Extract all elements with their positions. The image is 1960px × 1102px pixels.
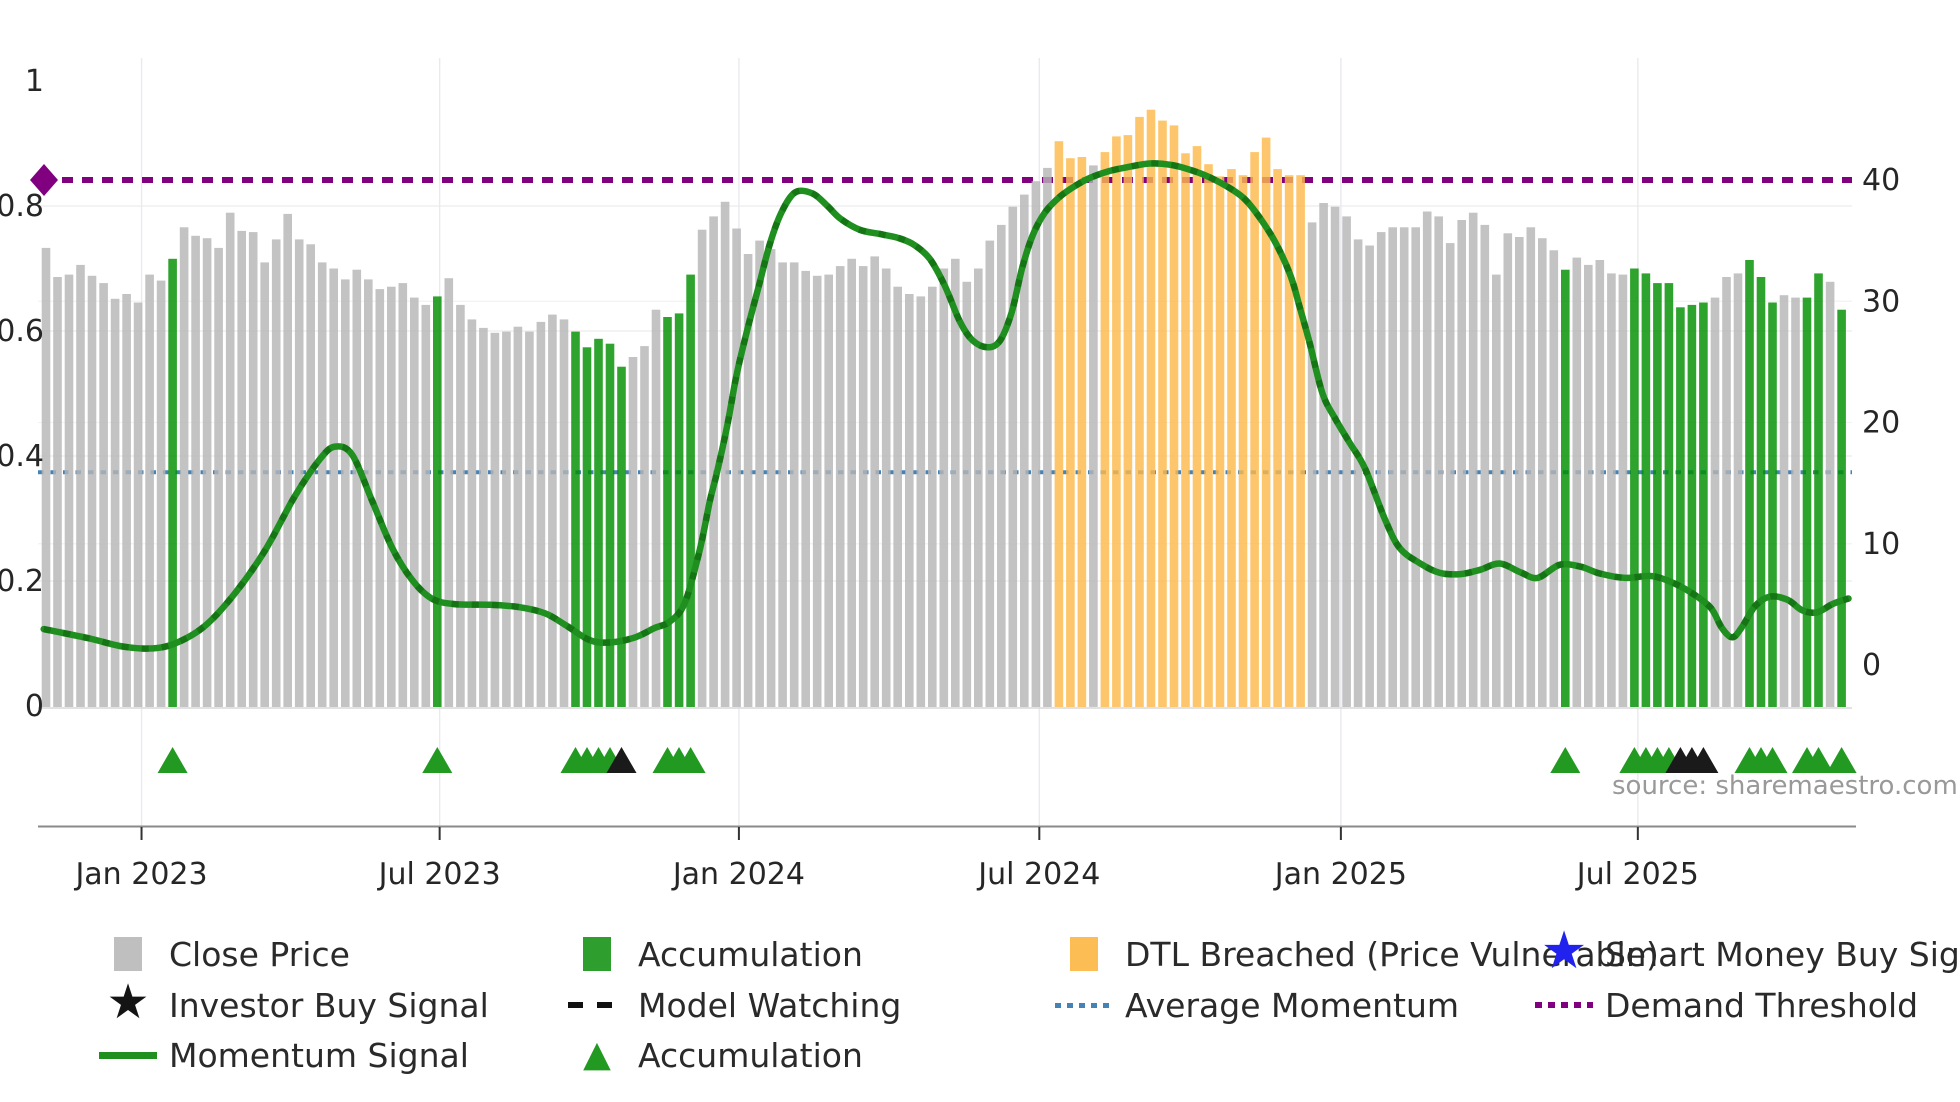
- legend-label: DTL Breached (Price Vulnerable): [1125, 934, 1659, 974]
- legend-label: Accumulation: [638, 934, 863, 974]
- svg-text:30: 30: [1862, 284, 1900, 319]
- purple-dotted-line-icon: [1535, 1002, 1593, 1008]
- blue-star-icon: ★: [1540, 921, 1588, 981]
- svg-text:20: 20: [1862, 406, 1900, 441]
- svg-text:Jan 2024: Jan 2024: [671, 857, 805, 892]
- svg-text:Jul 2023: Jul 2023: [377, 857, 501, 892]
- legend-item-accumulation-bar: Accumulation: [566, 930, 863, 978]
- svg-text:0.8: 0.8: [0, 189, 44, 224]
- price-bars: [41, 109, 1846, 708]
- svg-text:0.4: 0.4: [0, 439, 44, 474]
- legend-label: Investor Buy Signal: [169, 985, 489, 1025]
- svg-text:0: 0: [25, 689, 44, 724]
- dtl-swatch-icon: [1070, 937, 1098, 971]
- black-dashed-line-icon: [568, 1002, 626, 1008]
- legend-item-dtl-breached: DTL Breached (Price Vulnerable): [1053, 930, 1659, 978]
- legend-label: Model Watching: [638, 985, 902, 1025]
- legend-item-model-watching: Model Watching: [566, 981, 901, 1029]
- svg-text:10: 10: [1862, 527, 1900, 562]
- legend-item-demand-threshold: Demand Threshold: [1533, 981, 1918, 1029]
- svg-text:1: 1: [25, 64, 44, 99]
- blue-dotted-line-icon: [1055, 1002, 1113, 1008]
- axes: Jan 2023 Jul 2023 Jan 2024 Jul 2024 Jan 2025…: [0, 64, 1900, 892]
- svg-text:0.2: 0.2: [0, 564, 44, 599]
- legend-label: Close Price: [169, 934, 350, 974]
- legend-label: Momentum Signal: [169, 1035, 469, 1075]
- threshold-start-diamond-icon: [30, 164, 58, 196]
- accumulation-swatch-icon: [583, 937, 611, 971]
- svg-text:Jan 2023: Jan 2023: [73, 857, 207, 892]
- momentum-signal-line: [40, 160, 1852, 652]
- legend-item-close-price: Close Price: [97, 930, 350, 978]
- legend-item-accumulation-triangle: ▲ Accumulation: [566, 1031, 863, 1079]
- svg-text:0.6: 0.6: [0, 314, 44, 349]
- svg-text:Jul 2025: Jul 2025: [1575, 857, 1699, 892]
- svg-text:40: 40: [1862, 163, 1900, 198]
- svg-text:0: 0: [1862, 648, 1881, 683]
- legend-item-smart-money: ★ Smart Money Buy Signal: [1533, 925, 1960, 978]
- legend-item-momentum-signal: Momentum Signal: [97, 1031, 469, 1079]
- threshold-lines: [38, 177, 1852, 475]
- green-line-icon: [99, 1051, 157, 1059]
- legend-item-investor-buy-signal: ★ Investor Buy Signal: [97, 974, 489, 1030]
- svg-text:Jan 2025: Jan 2025: [1273, 857, 1407, 892]
- legend-label: Average Momentum: [1125, 985, 1460, 1025]
- svg-text:Jul 2024: Jul 2024: [976, 857, 1100, 892]
- signal-triangles: [157, 747, 1857, 773]
- black-star-icon: ★: [106, 974, 150, 1030]
- legend-label: Accumulation: [638, 1035, 863, 1075]
- legend-label: Demand Threshold: [1605, 985, 1919, 1025]
- close-price-swatch-icon: [114, 937, 142, 971]
- source-credit: source: sharemaestro.com: [1612, 771, 1958, 801]
- legend-item-average-momentum: Average Momentum: [1053, 981, 1459, 1029]
- legend-label: Smart Money Buy Signal: [1605, 934, 1960, 974]
- green-triangle-icon: ▲: [583, 1034, 611, 1075]
